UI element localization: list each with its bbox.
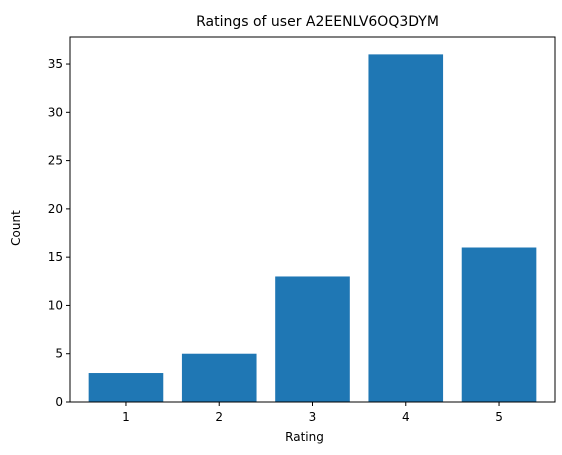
y-axis-label: Count <box>9 210 23 246</box>
bar-2 <box>181 353 257 402</box>
bar-1 <box>88 373 164 402</box>
chart-title: Ratings of user A2EENLV6OQ3DYM <box>196 14 439 30</box>
y-tick-label-0: 0 <box>55 395 63 409</box>
x-tick-label-3: 3 <box>309 410 317 424</box>
x-tick-label-5: 5 <box>495 410 503 424</box>
bars-layer <box>88 54 537 402</box>
bar-5 <box>461 247 537 402</box>
y-tick-label-15: 15 <box>48 250 63 264</box>
y-tick-label-35: 35 <box>48 57 63 71</box>
y-tick-label-20: 20 <box>48 202 63 216</box>
y-tick-label-10: 10 <box>48 298 63 312</box>
y-tick-label-30: 30 <box>48 105 63 119</box>
x-tick-label-2: 2 <box>215 410 223 424</box>
bar-4 <box>368 54 444 402</box>
bar-3 <box>275 276 350 402</box>
x-tick-label-4: 4 <box>402 410 410 424</box>
x-tick-label-1: 1 <box>122 410 130 424</box>
axes-layer: 1 2 3 4 5 0 5 10 15 20 25 30 35 <box>48 36 556 424</box>
x-axis-label: Rating <box>285 430 324 444</box>
y-tick-label-25: 25 <box>48 154 63 168</box>
y-tick-label-5: 5 <box>55 347 63 361</box>
